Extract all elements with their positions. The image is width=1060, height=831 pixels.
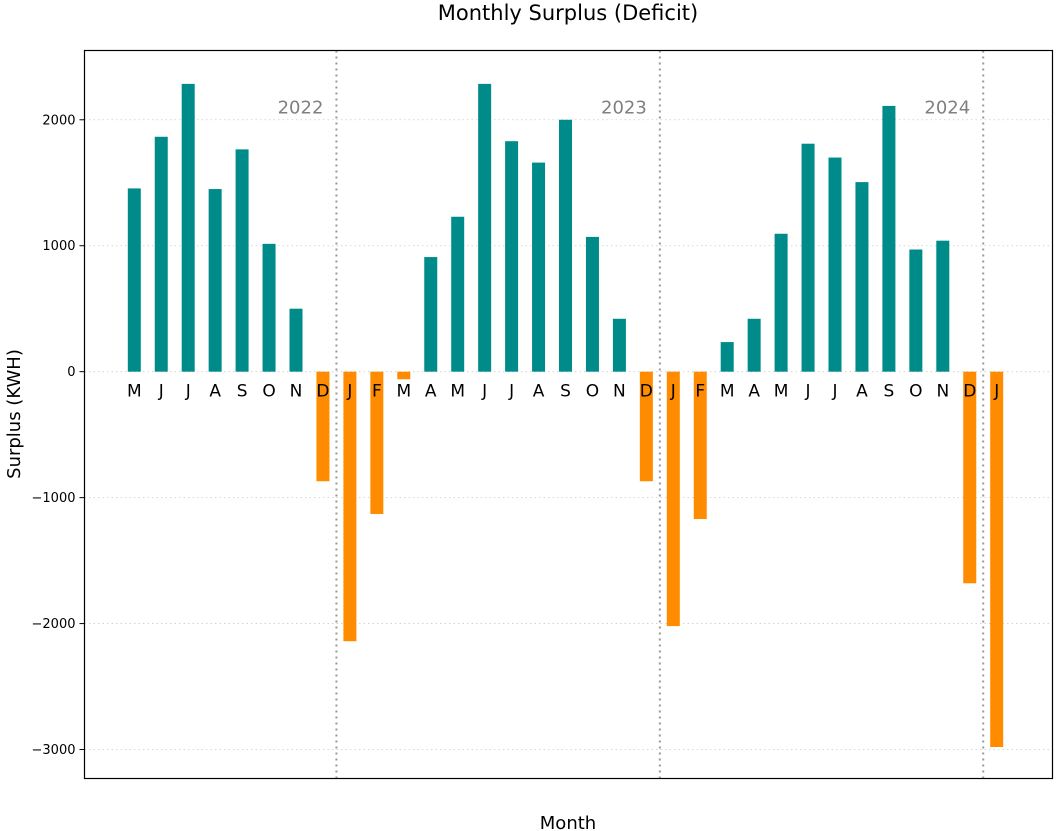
bar	[289, 308, 303, 372]
category-label: S	[884, 382, 895, 402]
bar	[585, 236, 599, 372]
bar	[639, 371, 653, 482]
bar	[316, 371, 330, 482]
bar	[451, 216, 465, 372]
category-label: J	[508, 382, 514, 402]
bar	[801, 143, 815, 372]
category-label: A	[209, 382, 221, 402]
category-label: J	[481, 382, 487, 402]
bar	[262, 243, 276, 372]
bar	[559, 119, 572, 372]
category-label: F	[372, 382, 382, 402]
bar	[397, 371, 411, 380]
category-label: O	[909, 382, 922, 402]
category-label: J	[831, 382, 837, 402]
category-label: N	[936, 382, 949, 402]
bar	[235, 149, 249, 372]
x-axis-title: Month	[540, 813, 596, 831]
y-tick-label: 1000	[42, 239, 75, 254]
year-label: 2024	[924, 97, 970, 118]
y-tick-label: −2000	[32, 617, 76, 632]
bar	[909, 249, 923, 372]
year-label: 2023	[601, 97, 647, 118]
category-label: A	[425, 382, 437, 402]
category-label: M	[396, 382, 411, 402]
category-label: A	[748, 382, 760, 402]
bar	[666, 371, 680, 627]
bar	[720, 342, 734, 372]
year-label: 2022	[278, 97, 324, 118]
bar	[882, 105, 896, 372]
category-label: M	[774, 382, 789, 402]
bar	[154, 136, 168, 372]
y-tick-label: 0	[67, 365, 75, 380]
category-label: J	[670, 382, 676, 402]
bar	[747, 318, 761, 372]
bar	[693, 371, 707, 520]
bar	[828, 157, 842, 372]
bar	[478, 83, 492, 372]
category-label: S	[560, 382, 571, 402]
category-label: A	[533, 382, 545, 402]
bar	[774, 233, 788, 372]
bar	[127, 188, 141, 372]
category-label: A	[856, 382, 868, 402]
category-label: J	[346, 382, 352, 402]
category-label: D	[640, 382, 653, 402]
chart-title: Monthly Surplus (Deficit)	[438, 1, 698, 25]
category-label: M	[720, 382, 735, 402]
bar	[208, 189, 222, 372]
category-label: F	[695, 382, 705, 402]
category-label: S	[237, 382, 248, 402]
bar	[936, 240, 950, 372]
bar	[855, 182, 869, 372]
category-label: J	[185, 382, 191, 402]
bar	[612, 318, 626, 372]
y-tick-label: 2000	[42, 113, 75, 128]
category-label: J	[158, 382, 164, 402]
category-label: M	[127, 382, 142, 402]
bar	[370, 371, 384, 515]
bar	[963, 371, 977, 584]
category-label: N	[613, 382, 626, 402]
category-label: O	[586, 382, 599, 402]
category-label: D	[963, 382, 976, 402]
y-tick-label: −1000	[32, 491, 76, 506]
y-tick-label: −3000	[32, 743, 76, 758]
category-label: N	[290, 382, 303, 402]
category-label: O	[262, 382, 275, 402]
y-axis-title: Surplus (KWH)	[4, 349, 25, 479]
plot-frame	[83, 49, 1054, 780]
category-label: J	[805, 382, 811, 402]
bar	[181, 83, 195, 372]
bar	[424, 257, 438, 372]
bar	[505, 141, 519, 372]
category-label: D	[316, 382, 329, 402]
category-label: M	[450, 382, 465, 402]
bar	[532, 162, 546, 372]
category-label: J	[993, 382, 999, 402]
bar	[990, 371, 1004, 748]
bar	[343, 371, 357, 642]
